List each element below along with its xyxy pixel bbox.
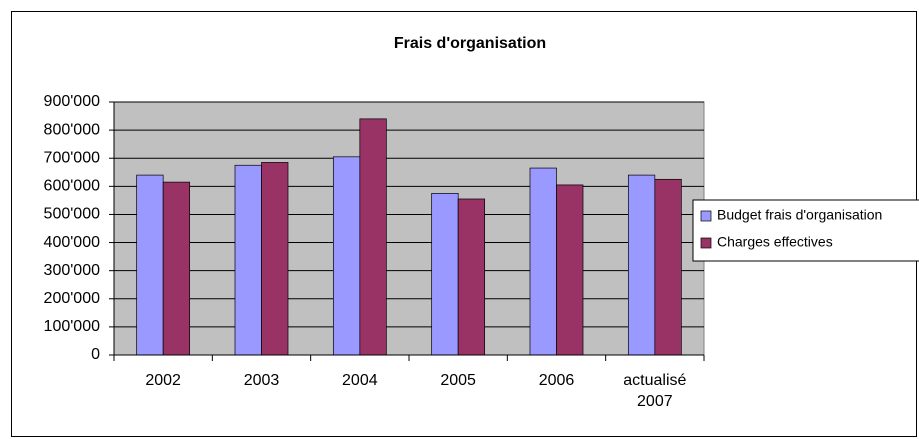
y-tick-label: 100'000 — [44, 318, 101, 335]
bar — [556, 184, 584, 356]
y-tick-label: 300'000 — [44, 262, 101, 279]
x-tick-label: 2002 — [145, 372, 181, 389]
plot-area — [113, 101, 705, 356]
bar — [529, 167, 557, 356]
bar — [431, 193, 459, 356]
bar — [136, 174, 164, 356]
y-tick-label: 800'000 — [44, 121, 101, 138]
bar — [261, 162, 289, 356]
bar — [627, 174, 656, 356]
y-tick-label: 600'000 — [44, 178, 101, 195]
x-tick-label: 2003 — [243, 372, 280, 389]
y-tick-label: 0 — [91, 346, 100, 363]
bar — [359, 118, 387, 356]
chart-title: Frais d'organisation — [394, 35, 546, 52]
bar — [234, 164, 262, 356]
legend-label: Charges effectives — [717, 234, 833, 250]
legend-label: Budget frais d'organisation — [717, 207, 882, 223]
bar — [162, 181, 191, 356]
legend-swatch — [700, 237, 712, 249]
bar — [654, 178, 682, 356]
bar — [457, 198, 486, 356]
y-tick-label: 700'000 — [44, 149, 101, 166]
legend-box — [692, 199, 919, 262]
x-tick-label: 2006 — [538, 372, 575, 389]
x-tick-label: actualisé 2007 — [623, 372, 687, 410]
x-tick-label: 2005 — [440, 372, 476, 389]
y-tick-label: 200'000 — [44, 290, 101, 307]
y-tick-label: 900'000 — [44, 93, 101, 110]
legend-swatch — [700, 210, 712, 222]
y-tick-label: 500'000 — [44, 206, 101, 223]
bar — [332, 156, 361, 356]
x-tick-label: 2004 — [342, 372, 378, 389]
y-tick-label: 400'000 — [44, 234, 101, 251]
